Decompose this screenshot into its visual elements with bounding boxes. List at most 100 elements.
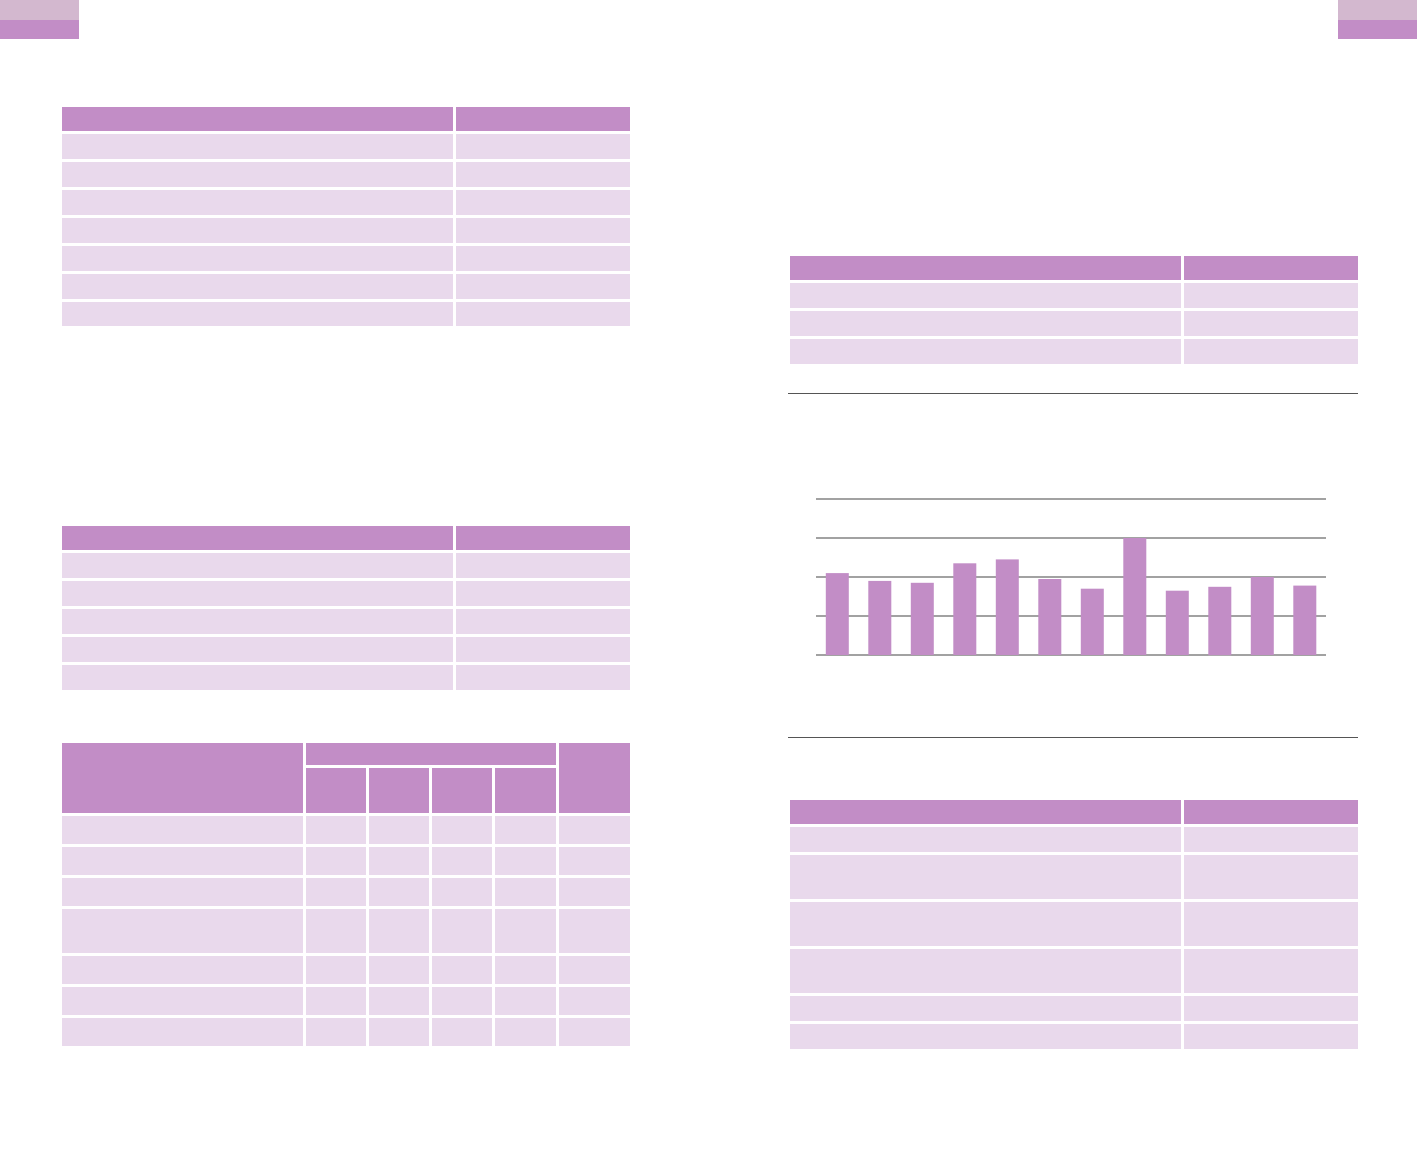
table-cell	[495, 1018, 556, 1046]
table-cell	[62, 162, 453, 187]
table-row	[62, 665, 630, 690]
chart-bar	[1208, 586, 1232, 656]
table-cell	[369, 1018, 430, 1046]
table-cell	[558, 956, 630, 984]
header-cell	[456, 107, 630, 131]
table-row	[62, 956, 630, 984]
table-row	[790, 311, 1358, 336]
divider-rule	[788, 737, 1358, 738]
table-cell	[432, 956, 493, 984]
table-cell	[62, 246, 453, 271]
header-cell	[790, 256, 1181, 280]
table-cell	[790, 902, 1181, 946]
table-cell	[369, 847, 430, 875]
table-cell	[495, 878, 556, 906]
table-header	[790, 256, 1358, 280]
table-cell	[62, 134, 453, 159]
table-row	[62, 581, 630, 606]
table-cell	[495, 847, 556, 875]
header-cell	[1184, 800, 1358, 824]
table-cell	[558, 847, 630, 875]
left-middle-table	[59, 523, 633, 693]
table-cell	[1184, 855, 1358, 899]
table-row	[62, 553, 630, 578]
table-cell	[369, 956, 430, 984]
table-cell	[62, 190, 453, 215]
table-cell	[305, 847, 367, 875]
corner-tab-left-bottom	[0, 20, 79, 39]
table-row	[62, 609, 630, 634]
table-cell	[432, 987, 493, 1015]
table-cell	[432, 909, 493, 953]
table-cell	[456, 218, 630, 243]
table-row	[790, 827, 1358, 852]
chart-bar	[1250, 577, 1274, 655]
table-cell	[62, 956, 303, 984]
table-row	[790, 1024, 1358, 1049]
table-cell	[432, 847, 493, 875]
table-row	[62, 162, 630, 187]
table-cell	[62, 665, 453, 690]
table-cell	[790, 996, 1181, 1021]
table-cell	[62, 218, 453, 243]
table-row	[62, 637, 630, 662]
table-cell	[1184, 1024, 1358, 1049]
table-cell	[456, 302, 630, 326]
table-cell	[456, 134, 630, 159]
header-group-cell	[305, 743, 556, 765]
table-cell	[369, 987, 430, 1015]
table-cell	[1184, 311, 1358, 336]
table-cell	[456, 553, 630, 578]
chart-bar	[825, 573, 849, 655]
chart-bar	[1165, 590, 1189, 655]
table-cell	[62, 553, 453, 578]
table-cell	[456, 581, 630, 606]
chart-grid	[816, 498, 1326, 656]
table-row	[62, 847, 630, 875]
table-cell	[790, 1024, 1181, 1049]
table-cell	[62, 1018, 303, 1046]
chart-bar	[910, 582, 934, 655]
table-row	[790, 283, 1358, 308]
chart-bar	[953, 563, 977, 655]
chart-bars	[825, 538, 1317, 656]
table-cell	[1184, 949, 1358, 993]
table-row	[790, 996, 1358, 1021]
header-cell	[495, 768, 556, 813]
table-row	[790, 949, 1358, 993]
table-cell	[1184, 283, 1358, 308]
table-row	[62, 218, 630, 243]
table-row	[790, 339, 1358, 364]
table-row	[62, 878, 630, 906]
header-cell	[790, 800, 1181, 824]
table-cell	[62, 609, 453, 634]
table-row	[62, 987, 630, 1015]
table-cell	[62, 581, 453, 606]
table-cell	[558, 878, 630, 906]
table-cell	[558, 816, 630, 844]
table-cell	[62, 816, 303, 844]
bar-chart	[816, 498, 1326, 656]
header-cell	[62, 526, 453, 550]
chart-bar	[1123, 538, 1147, 655]
header-cell	[369, 768, 430, 813]
table-row	[62, 816, 630, 844]
corner-tab-right-top	[1338, 0, 1417, 20]
table-cell	[558, 987, 630, 1015]
table-cell	[432, 1018, 493, 1046]
table-cell	[558, 909, 630, 953]
table-row	[790, 902, 1358, 946]
table-header	[62, 743, 630, 813]
table-cell	[432, 816, 493, 844]
table-cell	[456, 190, 630, 215]
table-cell	[456, 665, 630, 690]
header-cell	[1184, 256, 1358, 280]
chart-bar	[1293, 585, 1317, 655]
table-cell	[305, 909, 367, 953]
table-cell	[305, 878, 367, 906]
table-cell	[456, 246, 630, 271]
table-cell	[1184, 902, 1358, 946]
table-cell	[62, 847, 303, 875]
table-cell	[305, 987, 367, 1015]
chart-bar	[868, 580, 892, 655]
